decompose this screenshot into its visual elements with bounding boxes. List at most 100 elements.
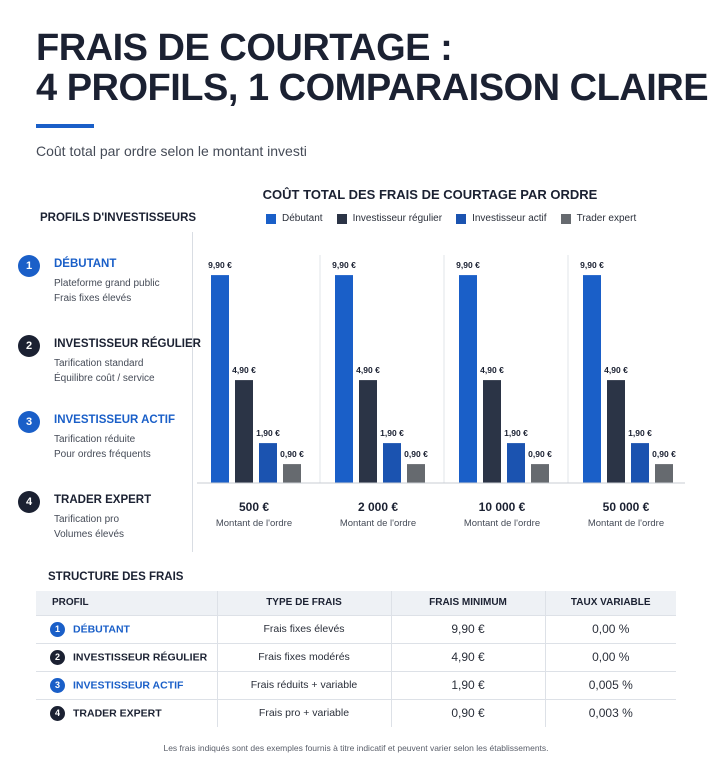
profile-description: Tarification réduite Pour ordres fréquen…	[54, 432, 175, 462]
row-profile-name: TRADER EXPERT	[73, 707, 162, 720]
profile-desc-line-1: Plateforme grand public	[54, 278, 160, 289]
profile-number-badge: 4	[18, 491, 40, 513]
minimum-fee-cell: 1,90 €	[390, 670, 545, 699]
title-underline	[36, 124, 94, 128]
bar-3-1	[407, 464, 425, 483]
profile-name: TRADER EXPERT	[54, 494, 152, 506]
profile-desc-line-1: Tarification standard	[54, 358, 144, 369]
profile-description: Tarification pro Volumes élevés	[54, 512, 151, 542]
profile-desc-line-2: Volumes élevés	[54, 529, 125, 540]
table-row: 2 INVESTISSEUR RÉGULIER Frais fixes modér…	[36, 642, 676, 671]
fee-type-cell: Frais réduits + variable	[216, 670, 391, 699]
fee-type-cell: Frais fixes modérés	[216, 642, 391, 671]
data-label: 0,90 €	[652, 449, 676, 459]
profile-cell: 2 INVESTISSEUR RÉGULIER	[36, 642, 217, 671]
profile-expert: 4 TRADER EXPERT Tarification pro Volumes…	[18, 491, 151, 542]
profile-name: DÉBUTANT	[54, 258, 117, 270]
profile-desc-line-1: Tarification pro	[54, 514, 120, 525]
bar-0-0	[211, 275, 229, 483]
category-sublabel: Montant de l'ordre	[588, 518, 664, 529]
legend-label-debutant: Débutant	[282, 213, 323, 224]
profiles-title: PROFILS D'INVESTISSEURS	[40, 212, 197, 224]
data-label: 0,90 €	[280, 449, 304, 459]
row-number-badge: 3	[50, 677, 65, 693]
bar-2-1	[383, 443, 401, 483]
profile-description: Tarification standard Équilibre coût / s…	[54, 356, 201, 386]
bar-1-1	[359, 380, 377, 483]
legend-label-actif: Investisseur actif	[472, 213, 547, 224]
table-header-row: PROFIL TYPE DE FRAIS FRAIS MINIMUM TAUX …	[36, 591, 676, 615]
profile-regulier: 2 INVESTISSEUR RÉGULIER Tarification sta…	[18, 335, 201, 386]
bar-2-2	[507, 443, 525, 483]
data-label: 9,90 €	[580, 260, 604, 270]
legend-label-regulier: Investisseur régulier	[352, 213, 443, 224]
data-label: 0,90 €	[404, 449, 428, 459]
bar-1-2	[483, 380, 501, 483]
row-number-badge: 2	[50, 649, 65, 665]
chart-legend: Débutant Investisseur régulier Investiss…	[266, 213, 636, 224]
bar-0-2	[459, 275, 477, 483]
legend-swatch-expert	[560, 213, 571, 224]
category-label: 500 €	[239, 500, 269, 514]
table-row: 1 DÉBUTANT Frais fixes élevés 9,90 € 0,00…	[36, 614, 676, 643]
legend-item-regulier: Investisseur régulier	[336, 213, 443, 224]
legend-swatch-actif	[456, 213, 467, 224]
minimum-fee-cell: 0,90 €	[390, 698, 545, 727]
variable-rate-cell: 0,00 %	[544, 642, 676, 671]
profile-debutant: 1 DÉBUTANT Plateforme grand public Frais…	[18, 255, 160, 306]
data-label: 9,90 €	[332, 260, 356, 270]
table-row: 3 INVESTISSEUR ACTIF Frais réduits + vari…	[36, 670, 676, 699]
variable-rate-cell: 0,005 %	[544, 670, 676, 699]
bar-3-0	[283, 464, 301, 483]
column-header-type: TYPE DE FRAIS	[216, 591, 391, 615]
category-label: 50 000 €	[603, 500, 650, 514]
bar-0-3	[583, 275, 601, 483]
column-divider	[192, 232, 193, 552]
row-number-badge: 4	[50, 705, 65, 721]
category-label: 10 000 €	[479, 500, 526, 514]
chart-title: COÛT TOTAL DES FRAIS DE COURTAGE PAR ORD…	[262, 187, 598, 202]
page-subtitle: Coût total par ordre selon le montant in…	[36, 143, 307, 159]
profile-desc-line-2: Frais fixes élevés	[54, 293, 132, 304]
category-sublabel: Montant de l'ordre	[464, 518, 540, 529]
footnote: Les frais indiqués sont des exemples fou…	[163, 743, 549, 753]
bar-1-0	[235, 380, 253, 483]
data-label: 4,90 €	[232, 365, 256, 375]
title-line-1: FRAIS DE COURTAGE :	[36, 27, 453, 69]
column-header-profil: PROFIL	[36, 591, 217, 615]
legend-item-actif: Investisseur actif	[456, 213, 547, 224]
legend-item-expert: Trader expert	[560, 213, 637, 224]
profile-desc-line-2: Équilibre coût / service	[54, 373, 155, 384]
data-label: 1,90 €	[380, 428, 404, 438]
bar-1-3	[607, 380, 625, 483]
fees-structure-table: PROFIL TYPE DE FRAIS FRAIS MINIMUM TAUX …	[36, 591, 676, 727]
bar-0-1	[335, 275, 353, 483]
bar-2-0	[259, 443, 277, 483]
bar-3-3	[655, 464, 673, 483]
bar-2-3	[631, 443, 649, 483]
legend-item-debutant: Débutant	[266, 213, 323, 224]
legend-label-expert: Trader expert	[576, 213, 637, 224]
variable-rate-cell: 0,00 %	[544, 614, 676, 643]
profile-actif: 3 INVESTISSEUR ACTIF Tarification réduit…	[18, 411, 175, 462]
profile-cell: 4 TRADER EXPERT	[36, 698, 217, 727]
profile-desc-line-2: Pour ordres fréquents	[54, 449, 151, 460]
row-number-badge: 1	[50, 621, 65, 637]
profile-number-badge: 2	[18, 335, 40, 357]
category-sublabel: Montant de l'ordre	[340, 518, 416, 529]
profile-name: INVESTISSEUR RÉGULIER	[54, 338, 201, 350]
legend-swatch-debutant	[266, 213, 276, 224]
minimum-fee-cell: 9,90 €	[390, 614, 545, 643]
row-profile-name: INVESTISSEUR RÉGULIER	[73, 650, 208, 663]
fee-type-cell: Frais pro + variable	[216, 698, 391, 727]
table-title: STRUCTURE DES FRAIS	[48, 571, 184, 583]
profile-name: INVESTISSEUR ACTIF	[54, 414, 175, 426]
data-label: 4,90 €	[356, 365, 380, 375]
profile-number-badge: 3	[18, 411, 40, 433]
data-label: 1,90 €	[628, 428, 652, 438]
row-profile-name: DÉBUTANT	[73, 622, 130, 635]
bar-3-2	[531, 464, 549, 483]
category-label: 2 000 €	[358, 500, 398, 514]
data-label: 4,90 €	[604, 365, 628, 375]
row-profile-name: INVESTISSEUR ACTIF	[73, 678, 184, 691]
